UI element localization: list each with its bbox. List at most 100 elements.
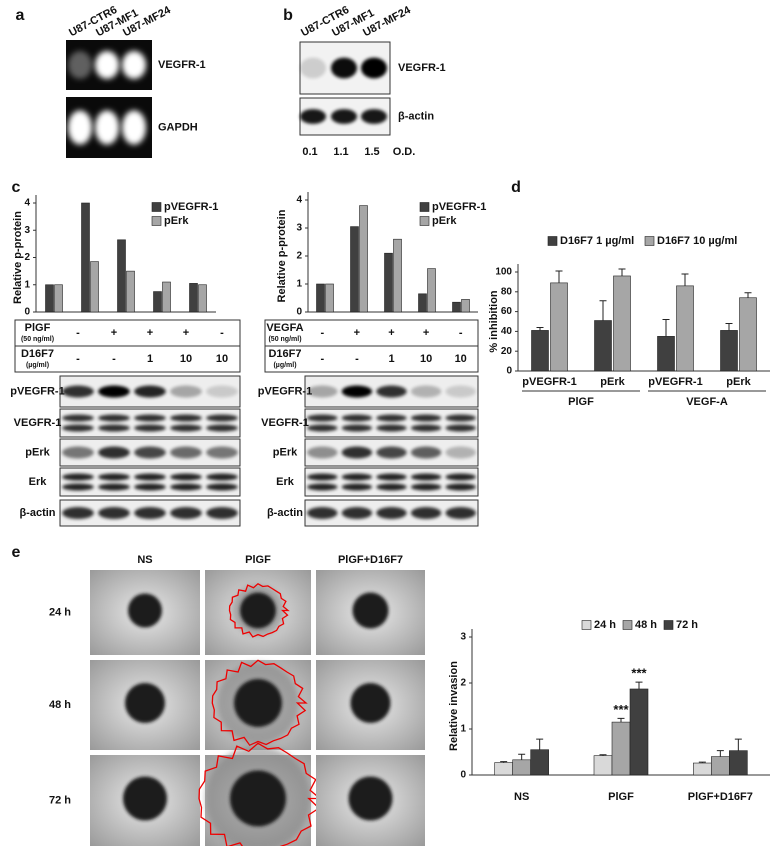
legend-swatch: [581, 620, 592, 630]
band-label: β-actin: [19, 507, 55, 519]
row-dose: (50 ng/ml): [268, 336, 301, 343]
error-bar: [555, 270, 563, 283]
error-bar: [734, 738, 742, 751]
cell: +: [354, 327, 360, 339]
spheroid: [352, 592, 389, 629]
bar: [81, 202, 90, 313]
band-label: VEGFR-1: [261, 417, 309, 429]
y-axis-title: % inhibition: [488, 290, 500, 353]
blot: [304, 408, 479, 438]
bar: [711, 756, 730, 776]
blot-band: [170, 424, 202, 432]
row-name: D16F7: [268, 348, 301, 360]
blot-band: [206, 385, 238, 398]
blot-band: [307, 483, 338, 491]
blot-band: [300, 109, 326, 124]
bar: [512, 759, 531, 776]
y-tick-label: 100: [495, 267, 512, 278]
legend-label: pErk: [432, 215, 457, 227]
blot-band: [62, 424, 94, 432]
bar: [393, 238, 402, 313]
cell: -: [76, 353, 80, 365]
bar: [452, 301, 461, 313]
blot-band: [170, 507, 202, 519]
panel-label: e: [12, 544, 21, 561]
blot-band: [62, 507, 94, 519]
y-tick-label: 1: [24, 279, 30, 290]
legend-swatch: [663, 620, 674, 630]
od-label: O.D.: [393, 146, 416, 158]
error-bar: [698, 761, 706, 764]
blot-band: [410, 473, 442, 481]
blot-band: [445, 473, 476, 481]
bar: [90, 261, 99, 313]
blot-band: [134, 507, 166, 519]
blot-band: [376, 385, 407, 398]
cell: 1: [147, 353, 153, 365]
blot-band: [410, 385, 442, 398]
x-tick-label: pVEGFR-1: [522, 376, 576, 388]
bar: [189, 283, 198, 313]
cell: -: [220, 327, 224, 339]
blot-band: [341, 473, 373, 481]
panel-label: a: [16, 7, 25, 24]
legend-label: pErk: [164, 215, 189, 227]
blot-band: [376, 414, 407, 422]
y-tick-label: 3: [296, 223, 302, 234]
bar: [54, 284, 63, 313]
row-header: 48 h: [49, 699, 71, 711]
band-label: VEGFR-1: [158, 59, 206, 71]
row-dose: (50 ng/ml): [21, 336, 54, 343]
row-dose: (µg/ml): [273, 362, 296, 369]
legend-swatch: [622, 620, 633, 630]
legend-label: 48 h: [635, 619, 657, 631]
blot-band: [410, 424, 442, 432]
cell: +: [111, 327, 117, 339]
blot-band: [376, 424, 407, 432]
gel-band: [68, 110, 92, 145]
blot-band: [170, 446, 202, 459]
row-name: D16F7: [21, 348, 54, 360]
y-tick-label: 3: [460, 632, 466, 643]
invasion-outline: [228, 583, 290, 638]
band-label: Erk: [276, 476, 295, 488]
legend-label: D16F7 1 µg/ml: [560, 235, 634, 247]
bar: [117, 239, 126, 313]
bar: [198, 284, 207, 313]
significance: ***: [631, 666, 647, 681]
blot-band: [206, 414, 238, 422]
x-tick-label: pErk: [600, 376, 625, 388]
panel-label: b: [283, 7, 293, 24]
cell: 10: [455, 353, 467, 365]
error-bar: [536, 326, 544, 331]
blot-band: [206, 507, 238, 519]
spheroid: [234, 679, 282, 727]
blot-band: [170, 483, 202, 491]
blot-band: [376, 507, 407, 519]
cell: -: [320, 327, 324, 339]
y-tick-label: 20: [501, 346, 513, 357]
spheroid: [128, 593, 162, 628]
y-tick-label: 1: [296, 279, 302, 290]
bar: [162, 281, 171, 313]
legend-label: D16F7 10 µg/ml: [657, 235, 737, 247]
cell: -: [76, 327, 80, 339]
cell: 10: [216, 353, 228, 365]
error-bar: [617, 717, 625, 723]
blot-band: [361, 109, 387, 124]
bar: [461, 299, 470, 313]
blot-band: [206, 446, 238, 459]
gel-band: [122, 51, 146, 79]
y-tick-label: 80: [501, 286, 513, 297]
blot-band: [134, 483, 166, 491]
bar: [45, 284, 54, 313]
bar: [153, 291, 162, 313]
blot-band: [206, 424, 238, 432]
blot-band: [134, 473, 166, 481]
cell: +: [147, 327, 153, 339]
blot-band: [410, 483, 442, 491]
od-value: 1.5: [364, 146, 379, 158]
blot-band: [341, 424, 373, 432]
y-tick-label: 0: [24, 307, 30, 318]
